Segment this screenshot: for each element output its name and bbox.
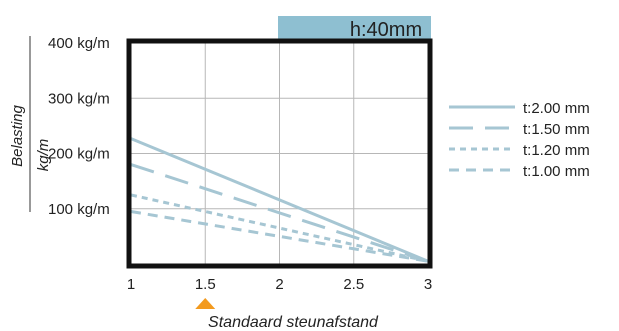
legend: t:2.00 mm t:1.50 mm t:1.20 mm t:1.00 mm [449, 100, 590, 180]
x-tick-label: 3 [424, 276, 432, 293]
x-tick-label: 2.5 [343, 276, 364, 293]
y-tick-labels: 100 kg/m 200 kg/m 300 kg/m 400 kg/m [48, 35, 110, 218]
height-badge-label: h:40mm [350, 19, 422, 41]
grid [131, 43, 428, 264]
legend-label-0: t:2.00 mm [523, 100, 590, 117]
x-tick-label: 1.5 [195, 276, 216, 293]
y-axis-title: Belasting [9, 104, 26, 166]
x-axis-title: Standaard steunafstand [208, 314, 379, 331]
y-tick-label: 200 kg/m [48, 146, 110, 163]
x-tick-label: 1 [127, 276, 135, 293]
legend-label-2: t:1.20 mm [523, 142, 590, 159]
legend-label-1: t:1.50 mm [523, 121, 590, 138]
y-tick-label: 400 kg/m [48, 35, 110, 52]
y-tick-label: 100 kg/m [48, 201, 110, 218]
x-tick-label: 2 [275, 276, 283, 293]
standard-span-marker-icon [195, 298, 215, 309]
x-tick-labels: 1 1.5 2 2.5 3 [127, 276, 432, 293]
legend-label-3: t:1.00 mm [523, 163, 590, 180]
y-tick-label: 300 kg/m [48, 90, 110, 107]
